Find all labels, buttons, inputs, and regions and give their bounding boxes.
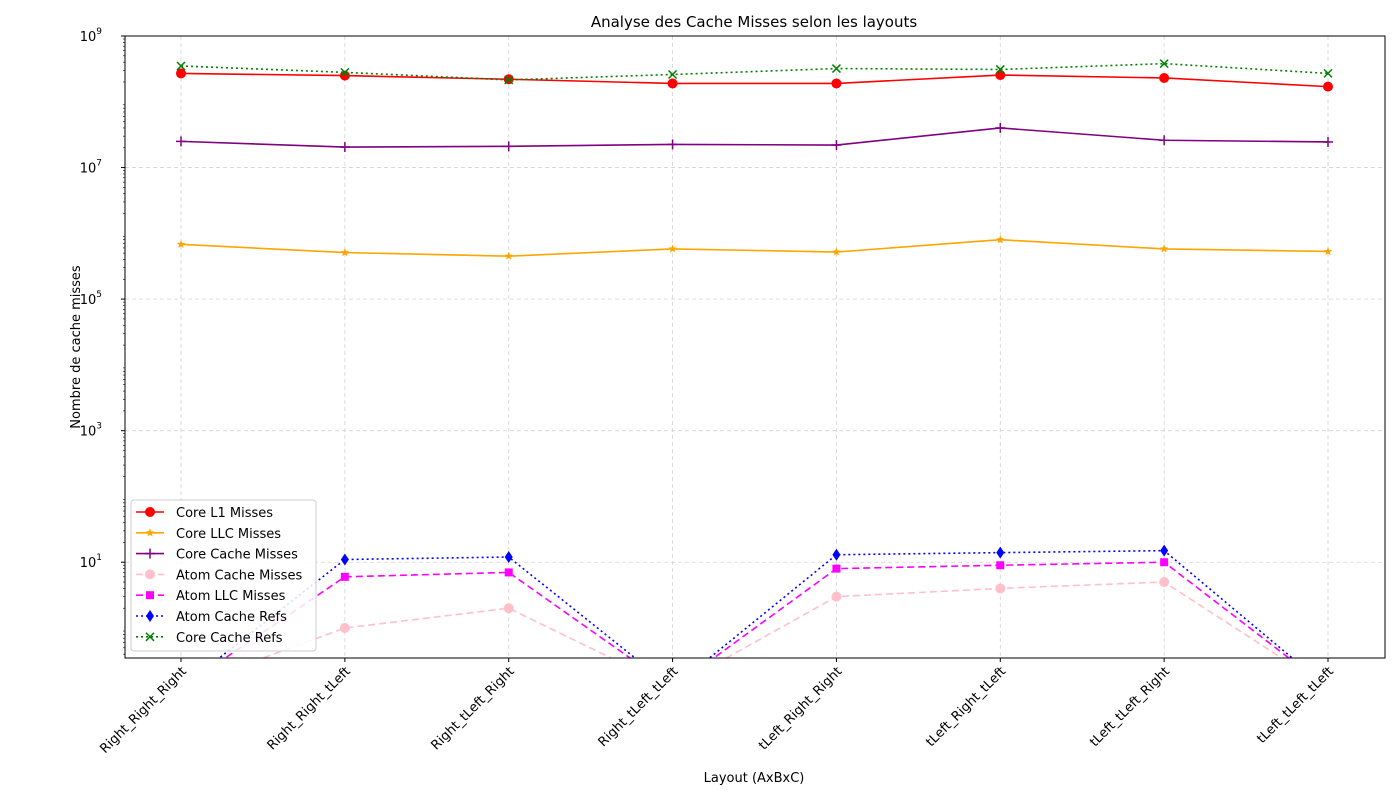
series-atom-cache-misses — [260, 577, 1284, 658]
data-point — [831, 64, 841, 74]
data-point — [832, 247, 841, 256]
data-point — [996, 546, 1005, 559]
y-tick-label: 105 — [80, 290, 102, 308]
data-point — [995, 122, 1006, 133]
legend-item: Atom LLC Misses — [136, 589, 286, 604]
legend-item: Core Cache Misses — [136, 548, 298, 563]
legend-item: Core Cache Refs — [136, 631, 283, 646]
legend-item: Atom Cache Refs — [136, 610, 287, 625]
legend-label: Core Cache Refs — [176, 631, 283, 646]
legend-label: Core Cache Misses — [176, 548, 298, 563]
data-point — [503, 141, 514, 152]
legend-label: Core LLC Misses — [176, 527, 281, 542]
series-line — [260, 581, 1284, 658]
series-atom-llc-misses — [223, 558, 1291, 658]
data-point — [995, 64, 1005, 74]
legend: Core L1 Misses Core LLC Misses Core Cache … — [130, 499, 317, 652]
data-point — [340, 67, 350, 77]
data-point — [339, 70, 350, 81]
data-point — [831, 140, 842, 151]
data-point — [1160, 544, 1169, 557]
data-point — [503, 603, 514, 614]
data-point — [340, 572, 349, 581]
x-axis-label: Layout (AxBxC) — [704, 771, 805, 786]
data-point — [1159, 59, 1169, 69]
legend-box — [130, 499, 317, 652]
data-point — [668, 244, 677, 253]
data-point — [832, 564, 841, 573]
data-point — [1160, 558, 1169, 567]
legend-item: Core LLC Misses — [136, 527, 281, 542]
data-point — [1323, 68, 1333, 78]
series-atom-cache-refs — [217, 544, 1294, 658]
data-point — [340, 553, 349, 566]
data-point — [504, 251, 513, 260]
plot-frame — [124, 35, 1386, 659]
data-point — [504, 568, 513, 577]
data-point — [145, 569, 155, 580]
series-line — [180, 238, 1329, 257]
data-point — [339, 142, 350, 153]
legend-label: Atom LLC Misses — [176, 589, 286, 604]
data-point — [667, 139, 678, 150]
data-point — [504, 75, 514, 85]
series-layer — [176, 59, 1333, 658]
data-point — [176, 68, 186, 79]
y-axis-label: Nombre de cache misses — [69, 265, 84, 429]
series-core-llc-misses — [176, 235, 1333, 260]
data-point — [1323, 81, 1333, 92]
data-point — [145, 507, 155, 517]
data-point — [1159, 72, 1170, 83]
data-point — [340, 248, 350, 257]
series-line — [180, 127, 1329, 148]
data-point — [176, 239, 186, 248]
data-point — [145, 528, 155, 537]
legend-item: Core L1 Misses — [136, 506, 273, 521]
data-point — [667, 78, 678, 89]
legend-item: Atom Cache Misses — [136, 568, 302, 583]
data-point — [176, 136, 186, 147]
series-line — [217, 549, 1294, 658]
data-point — [668, 69, 678, 80]
data-point — [1159, 135, 1170, 146]
y-tick-label: 109 — [80, 27, 103, 45]
legend-label: Atom Cache Misses — [176, 568, 302, 583]
y-tick-label: 101 — [80, 553, 102, 571]
y-tick-label: 107 — [80, 159, 102, 177]
data-point — [1159, 577, 1170, 588]
series-core-cache-misses — [176, 122, 1333, 153]
series-line — [180, 72, 1329, 88]
data-point — [1159, 244, 1169, 253]
data-point — [832, 548, 841, 561]
chart-title: Analyse des Cache Misses selon les layou… — [591, 13, 918, 31]
data-point — [996, 235, 1005, 244]
data-point — [339, 623, 350, 634]
data-point — [1323, 246, 1333, 256]
y-tick-label: 103 — [80, 422, 102, 440]
data-point — [145, 548, 155, 559]
series-core-cache-refs — [176, 59, 1333, 85]
data-point — [176, 61, 186, 71]
data-point — [1323, 136, 1333, 147]
data-point — [504, 551, 513, 564]
data-point — [995, 70, 1006, 81]
legend-label: Atom Cache Refs — [176, 610, 287, 625]
data-point — [146, 591, 154, 600]
data-point — [995, 583, 1006, 594]
data-point — [831, 591, 842, 602]
series-line — [223, 561, 1291, 658]
data-point — [831, 78, 842, 89]
data-point — [145, 632, 155, 642]
data-point — [146, 610, 154, 622]
legend-label: Core L1 Misses — [176, 506, 273, 521]
series-line — [180, 62, 1329, 81]
data-point — [996, 561, 1005, 570]
